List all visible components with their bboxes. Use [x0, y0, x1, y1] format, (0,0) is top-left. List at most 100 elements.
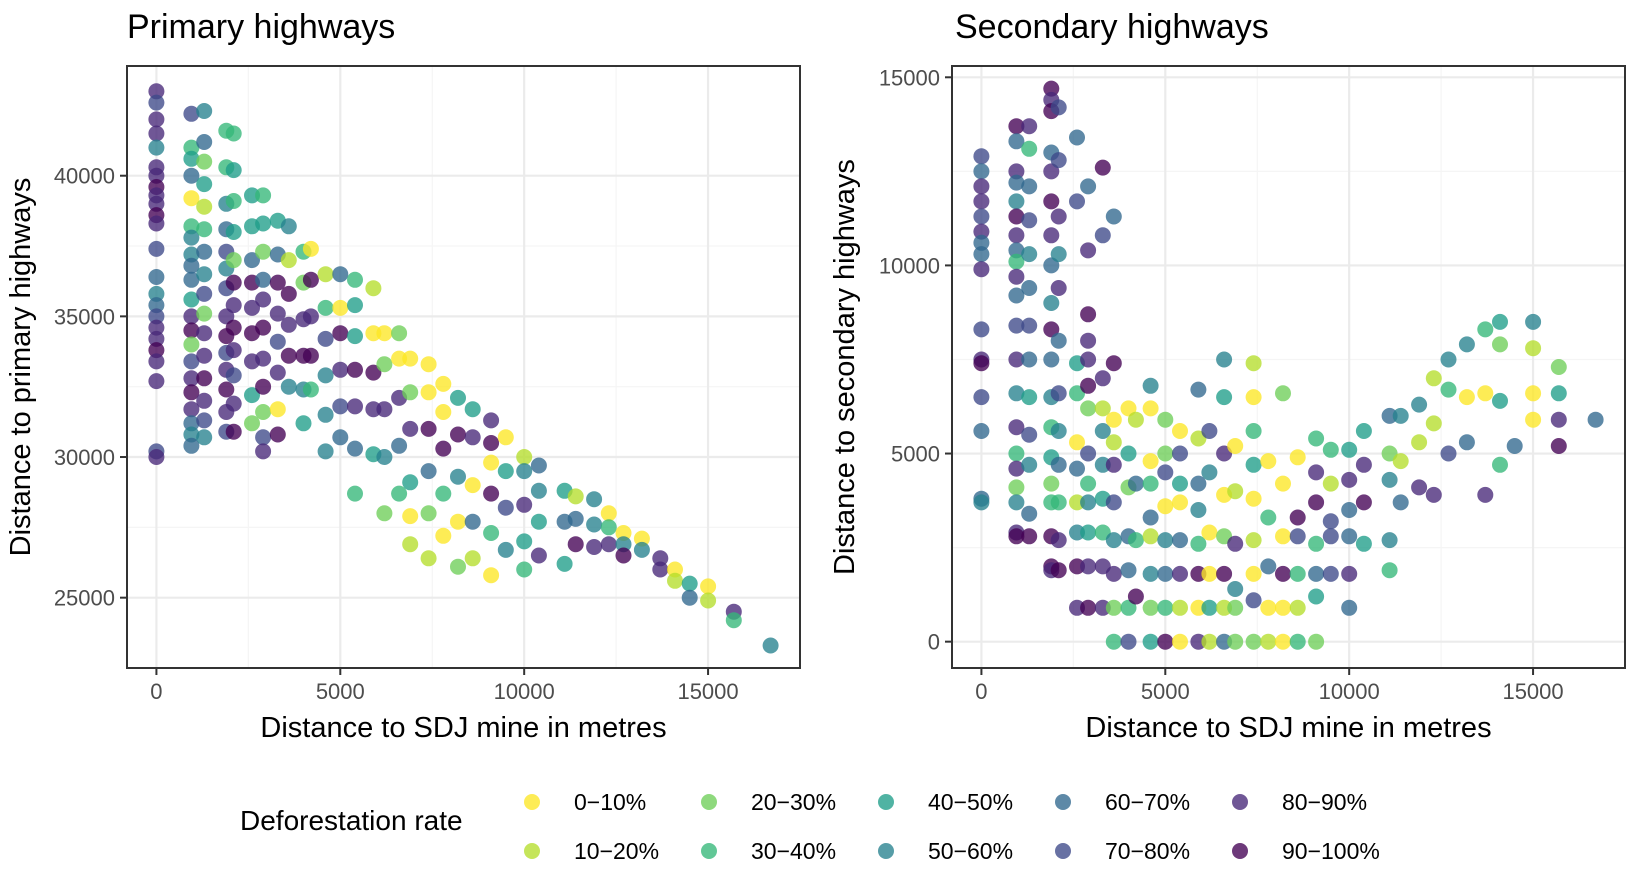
data-point	[1127, 532, 1144, 549]
x-tick-label: 15000	[677, 679, 738, 704]
data-point	[700, 578, 717, 595]
data-point	[365, 280, 382, 297]
data-point	[1190, 633, 1207, 650]
data-point	[196, 285, 213, 302]
data-point	[1190, 381, 1207, 398]
data-point	[317, 266, 334, 283]
data-point	[302, 271, 319, 288]
data-point	[1094, 227, 1111, 244]
data-point	[450, 468, 466, 485]
data-point	[1525, 385, 1542, 402]
data-point	[1392, 407, 1409, 424]
data-point	[1355, 494, 1372, 511]
data-point	[1245, 565, 1262, 582]
data-point	[183, 271, 200, 288]
data-point	[1050, 494, 1067, 511]
data-point	[280, 218, 297, 235]
data-point	[450, 426, 466, 443]
data-point	[1105, 494, 1122, 511]
data-point	[1050, 562, 1067, 579]
x-tick-label: 5000	[316, 679, 365, 704]
data-point	[225, 274, 242, 291]
data-point	[183, 308, 200, 325]
data-point	[633, 541, 650, 558]
data-point	[183, 229, 200, 246]
data-point	[464, 401, 481, 418]
data-point	[255, 243, 272, 260]
data-point	[1008, 174, 1025, 191]
data-point	[280, 316, 297, 333]
legend-label: 40−50%	[928, 789, 1013, 815]
data-point	[148, 139, 165, 156]
legend-item: 50−60%	[878, 838, 1013, 864]
data-point	[196, 370, 213, 387]
data-points	[973, 80, 1604, 650]
data-point	[1105, 456, 1122, 473]
data-point	[615, 525, 632, 541]
data-point	[1440, 381, 1457, 398]
data-point	[1227, 483, 1244, 500]
data-point	[1525, 340, 1542, 357]
data-point	[1127, 588, 1144, 605]
data-point	[483, 485, 500, 502]
data-point	[1275, 385, 1291, 402]
legend-label: 30−40%	[751, 838, 836, 864]
data-point	[183, 190, 200, 207]
y-tick-label: 40000	[54, 164, 115, 189]
data-point	[1381, 471, 1398, 488]
data-point	[1120, 599, 1137, 616]
data-point	[1201, 565, 1218, 582]
data-point	[1550, 359, 1567, 375]
data-point	[1105, 532, 1122, 549]
data-point	[1308, 565, 1325, 582]
data-point	[1190, 535, 1207, 552]
data-point	[376, 325, 393, 342]
data-point	[973, 163, 990, 180]
data-point	[420, 356, 437, 373]
x-axis-title: Distance to SDJ mine in metres	[260, 712, 666, 744]
data-point	[600, 536, 617, 553]
data-point	[1050, 280, 1067, 296]
data-point	[1411, 479, 1428, 496]
data-point	[1050, 332, 1067, 349]
data-point	[1080, 599, 1097, 616]
data-point	[255, 271, 272, 288]
data-point	[1172, 599, 1188, 616]
data-point	[1127, 475, 1144, 492]
data-point	[1080, 558, 1097, 575]
data-point	[1245, 355, 1262, 372]
data-point	[464, 550, 481, 567]
legend-item: 30−40%	[701, 838, 836, 864]
data-point	[317, 406, 334, 423]
data-point	[530, 513, 547, 530]
data-point	[1289, 599, 1306, 616]
data-point	[1289, 449, 1306, 466]
data-point	[483, 567, 500, 584]
data-point	[148, 167, 165, 184]
chart-title: Primary highways	[127, 8, 395, 46]
data-point	[376, 401, 393, 418]
data-point	[391, 325, 408, 342]
data-point	[1172, 475, 1188, 492]
data-point	[1069, 460, 1085, 477]
data-point	[1008, 351, 1025, 368]
data-point	[1341, 599, 1358, 616]
data-point	[973, 246, 990, 263]
data-point	[1245, 633, 1262, 650]
data-point	[148, 297, 165, 314]
data-point	[148, 285, 165, 302]
data-point	[347, 361, 363, 378]
data-point	[1142, 377, 1159, 394]
data-point	[225, 252, 242, 269]
data-point	[1506, 438, 1523, 454]
data-point	[317, 299, 334, 316]
data-point	[218, 381, 235, 398]
data-point	[244, 387, 260, 404]
data-point	[1008, 419, 1025, 436]
data-point	[402, 508, 419, 525]
data-point	[196, 198, 213, 215]
data-point	[1050, 456, 1067, 473]
data-point	[255, 319, 272, 336]
y-tick-label: 25000	[54, 586, 115, 611]
data-point	[1275, 633, 1291, 650]
